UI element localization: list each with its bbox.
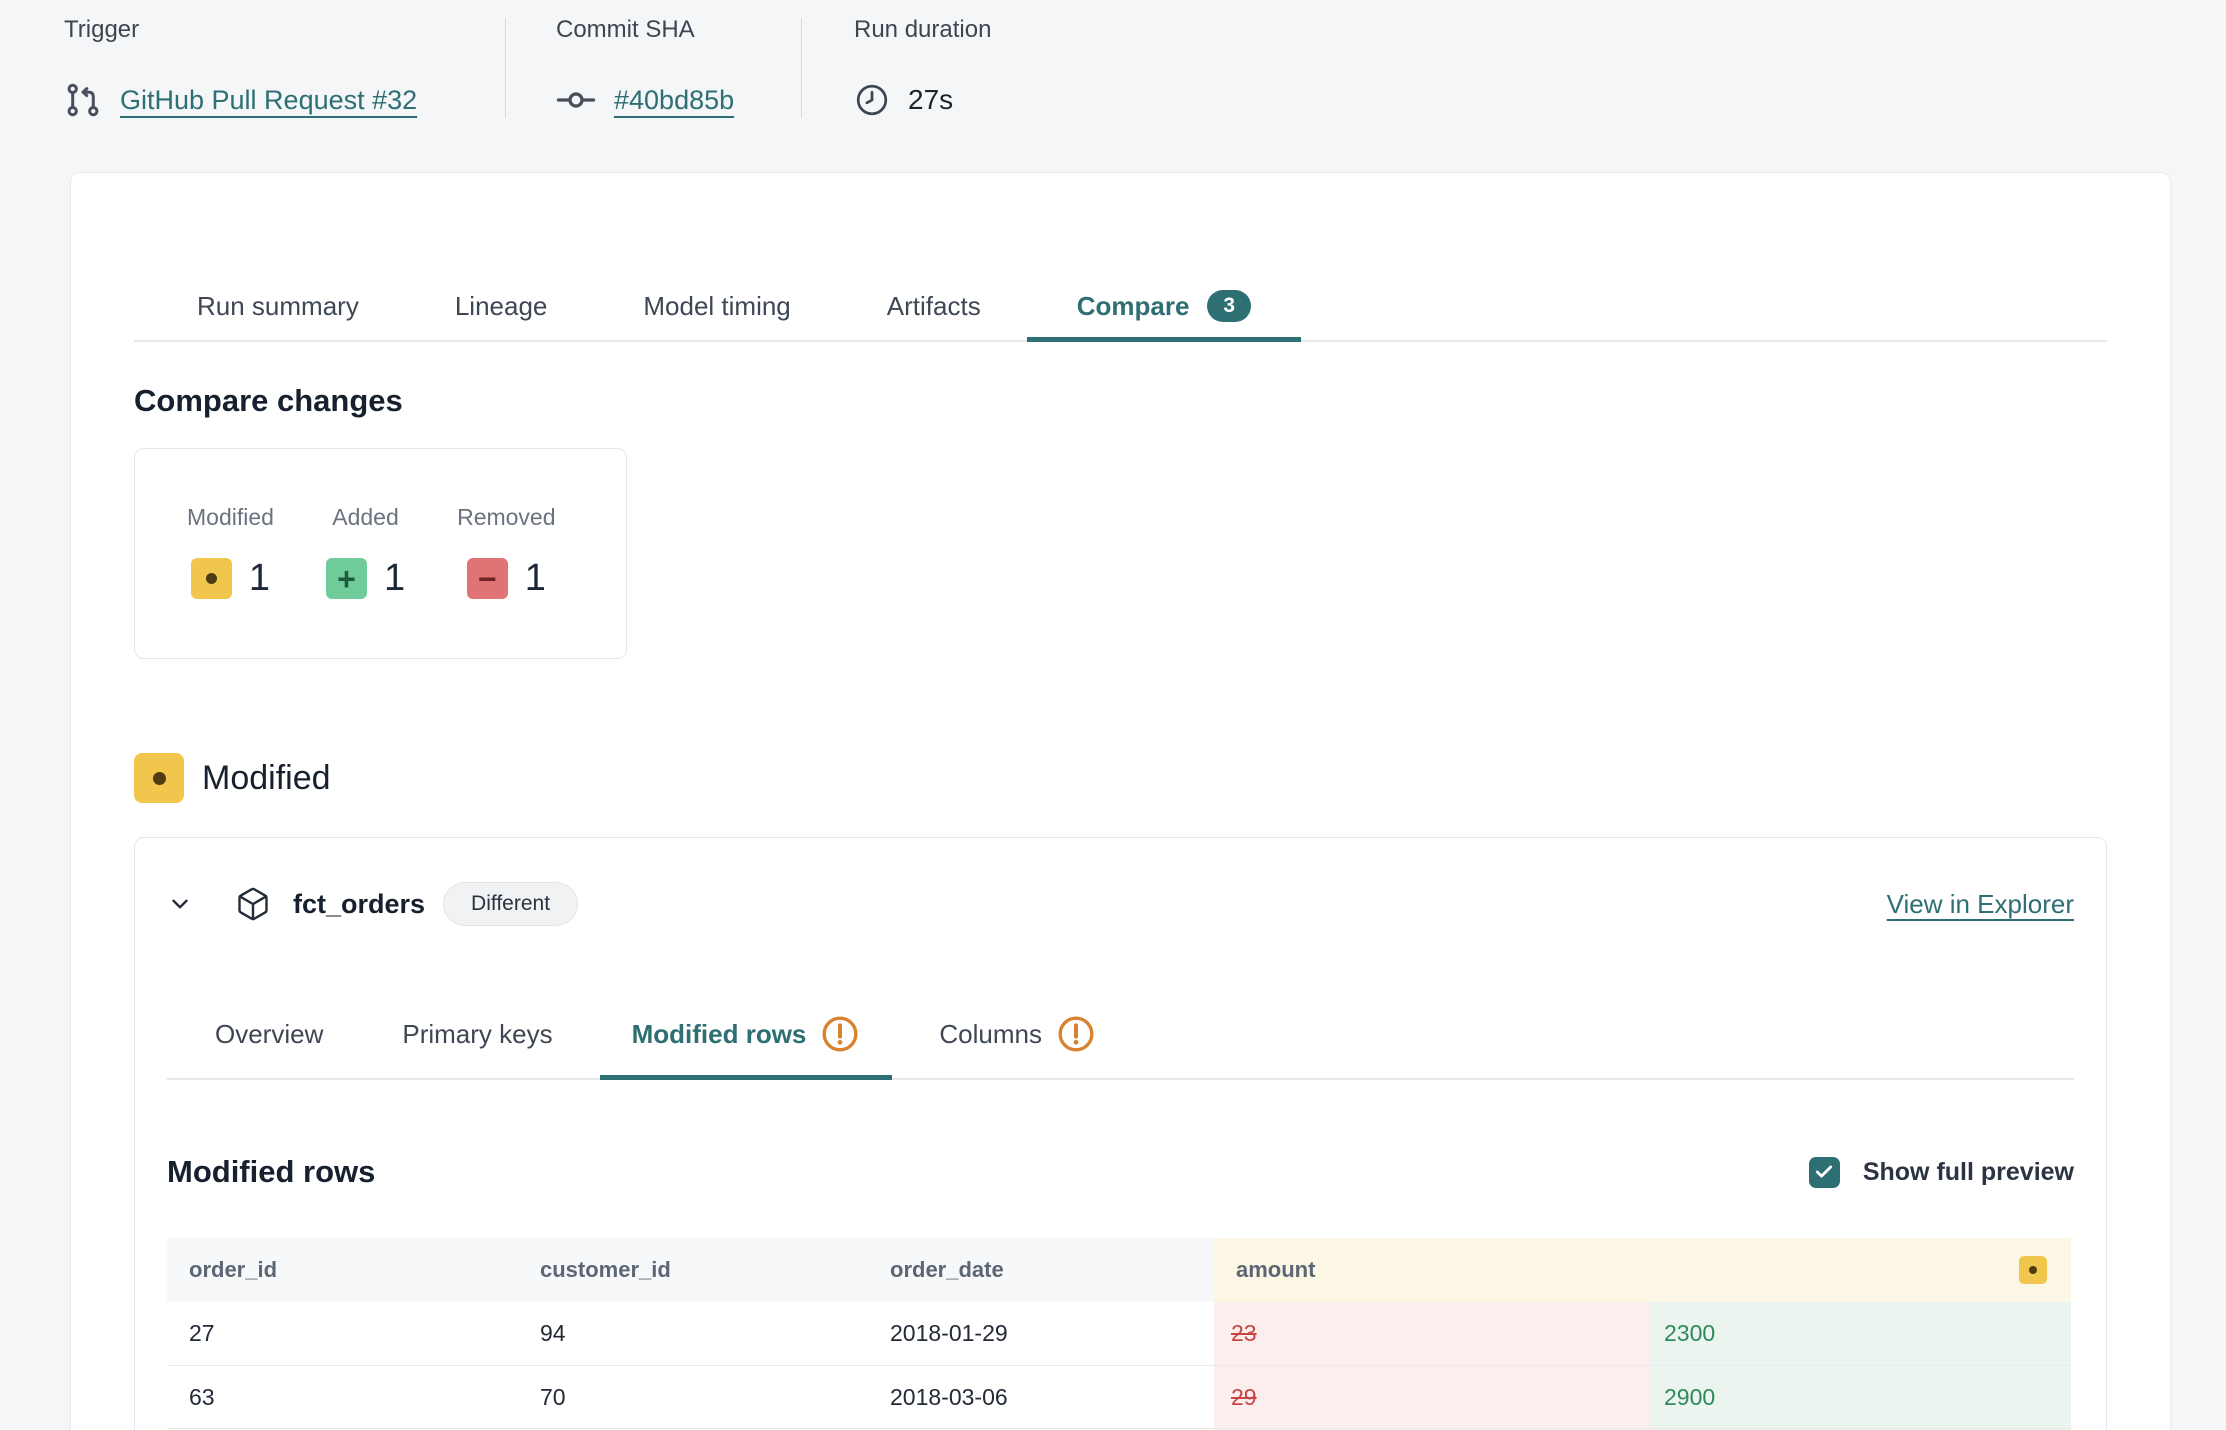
column-header-order-id: order_id xyxy=(167,1238,518,1302)
modified-column-badge xyxy=(2019,1256,2047,1284)
model-name: fct_orders xyxy=(293,888,426,919)
stat-removed-label: Removed xyxy=(457,504,556,530)
compare-summary-box: Modified 1 Added + 1 Removed − 1 xyxy=(134,448,627,659)
stat-removed-value: 1 xyxy=(524,557,546,599)
cell-order-date: 2018-03-06 xyxy=(868,1365,1214,1428)
commit-label: Commit SHA xyxy=(556,16,695,43)
column-header-amount: amount xyxy=(1214,1238,2071,1302)
commit-icon xyxy=(556,80,596,120)
view-in-explorer-link[interactable]: View in Explorer xyxy=(1886,888,2074,919)
header-divider xyxy=(801,18,802,118)
pull-request-icon xyxy=(64,81,102,119)
stat-modified-label: Modified xyxy=(187,504,274,530)
column-header-customer-id: customer_id xyxy=(518,1238,868,1302)
stat-modified: Modified 1 xyxy=(187,503,274,658)
warning-icon xyxy=(820,1014,860,1054)
stat-added-value: 1 xyxy=(383,557,406,599)
modified-icon xyxy=(190,558,232,599)
cell-amount-new: 2300 xyxy=(1649,1302,2071,1365)
cell-customer-id: 94 xyxy=(518,1302,868,1365)
stat-removed: Removed − 1 xyxy=(457,503,556,658)
removed-icon: − xyxy=(466,558,508,599)
tab-lineage[interactable]: Lineage xyxy=(454,291,548,321)
trigger-section: Trigger GitHub Pull Request #32 xyxy=(64,14,505,122)
stat-added: Added + 1 xyxy=(325,503,406,658)
duration-label: Run duration xyxy=(854,16,992,43)
added-icon: + xyxy=(325,558,367,599)
chevron-down-icon[interactable] xyxy=(167,891,193,917)
commit-section: Commit SHA #40bd85b xyxy=(506,14,801,122)
duration-section: Run duration 27s xyxy=(802,14,991,122)
stat-added-label: Added xyxy=(332,504,399,530)
header-divider xyxy=(505,18,506,118)
tab-primary-keys[interactable]: Primary keys xyxy=(402,1019,553,1049)
tab-artifacts[interactable]: Artifacts xyxy=(886,291,981,321)
model-cube-icon xyxy=(235,886,271,922)
checkbox-checked-icon[interactable] xyxy=(1808,1156,1840,1188)
tab-columns[interactable]: Columns xyxy=(907,1014,1128,1078)
clock-icon xyxy=(854,82,890,118)
tab-model-timing[interactable]: Model timing xyxy=(643,291,791,321)
tab-run-summary[interactable]: Run summary xyxy=(197,291,359,321)
tab-compare[interactable]: Compare 3 xyxy=(1026,290,1302,342)
run-header: Trigger GitHub Pull Request #32 Commit S… xyxy=(64,14,991,122)
trigger-label: Trigger xyxy=(64,16,140,43)
run-detail-card: Run summary Lineage Model timing Artifac… xyxy=(70,172,2171,1430)
commit-sha-link[interactable]: #40bd85b xyxy=(614,84,735,115)
show-full-preview-label: Show full preview xyxy=(1862,1157,2074,1186)
cell-amount-new: 2900 xyxy=(1649,1365,2071,1428)
cell-customer-id: 70 xyxy=(518,1365,868,1428)
model-card-header: fct_orders Different View in Explorer xyxy=(167,838,2074,930)
modified-section-title: Modified xyxy=(202,758,331,797)
modified-section-heading: Modified xyxy=(134,753,2107,803)
duration-value: 27s xyxy=(908,84,954,115)
cell-order-date: 2018-01-29 xyxy=(868,1302,1214,1365)
column-header-order-date: order_date xyxy=(868,1238,1214,1302)
cell-order-id: 27 xyxy=(167,1302,518,1365)
modified-section-icon xyxy=(134,753,184,803)
tab-modified-rows[interactable]: Modified rows xyxy=(599,1014,893,1080)
stat-modified-value: 1 xyxy=(248,557,271,599)
status-badge: Different xyxy=(443,882,579,926)
show-full-preview-toggle[interactable]: Show full preview xyxy=(1808,1156,2074,1188)
compare-changes-heading: Compare changes xyxy=(134,383,403,418)
main-tab-bar: Run summary Lineage Model timing Artifac… xyxy=(134,173,2107,342)
modified-rows-table: order_id customer_id order_date amount 2… xyxy=(167,1238,2071,1430)
cell-amount-old: 29 xyxy=(1214,1365,1649,1428)
tab-overview[interactable]: Overview xyxy=(215,1019,324,1049)
trigger-link[interactable]: GitHub Pull Request #32 xyxy=(120,84,418,115)
warning-icon xyxy=(1056,1014,1096,1054)
modified-rows-header: Modified rows Show full preview xyxy=(167,1154,2074,1190)
cell-amount-old: 23 xyxy=(1214,1302,1649,1365)
model-card-fct-orders: fct_orders Different View in Explorer Ov… xyxy=(134,837,2107,1430)
compare-count-badge: 3 xyxy=(1207,290,1252,322)
modified-rows-heading: Modified rows xyxy=(167,1154,376,1189)
cell-order-id: 63 xyxy=(167,1365,518,1428)
model-tab-bar: Overview Primary keys Modified rows Colu… xyxy=(167,1014,2074,1080)
